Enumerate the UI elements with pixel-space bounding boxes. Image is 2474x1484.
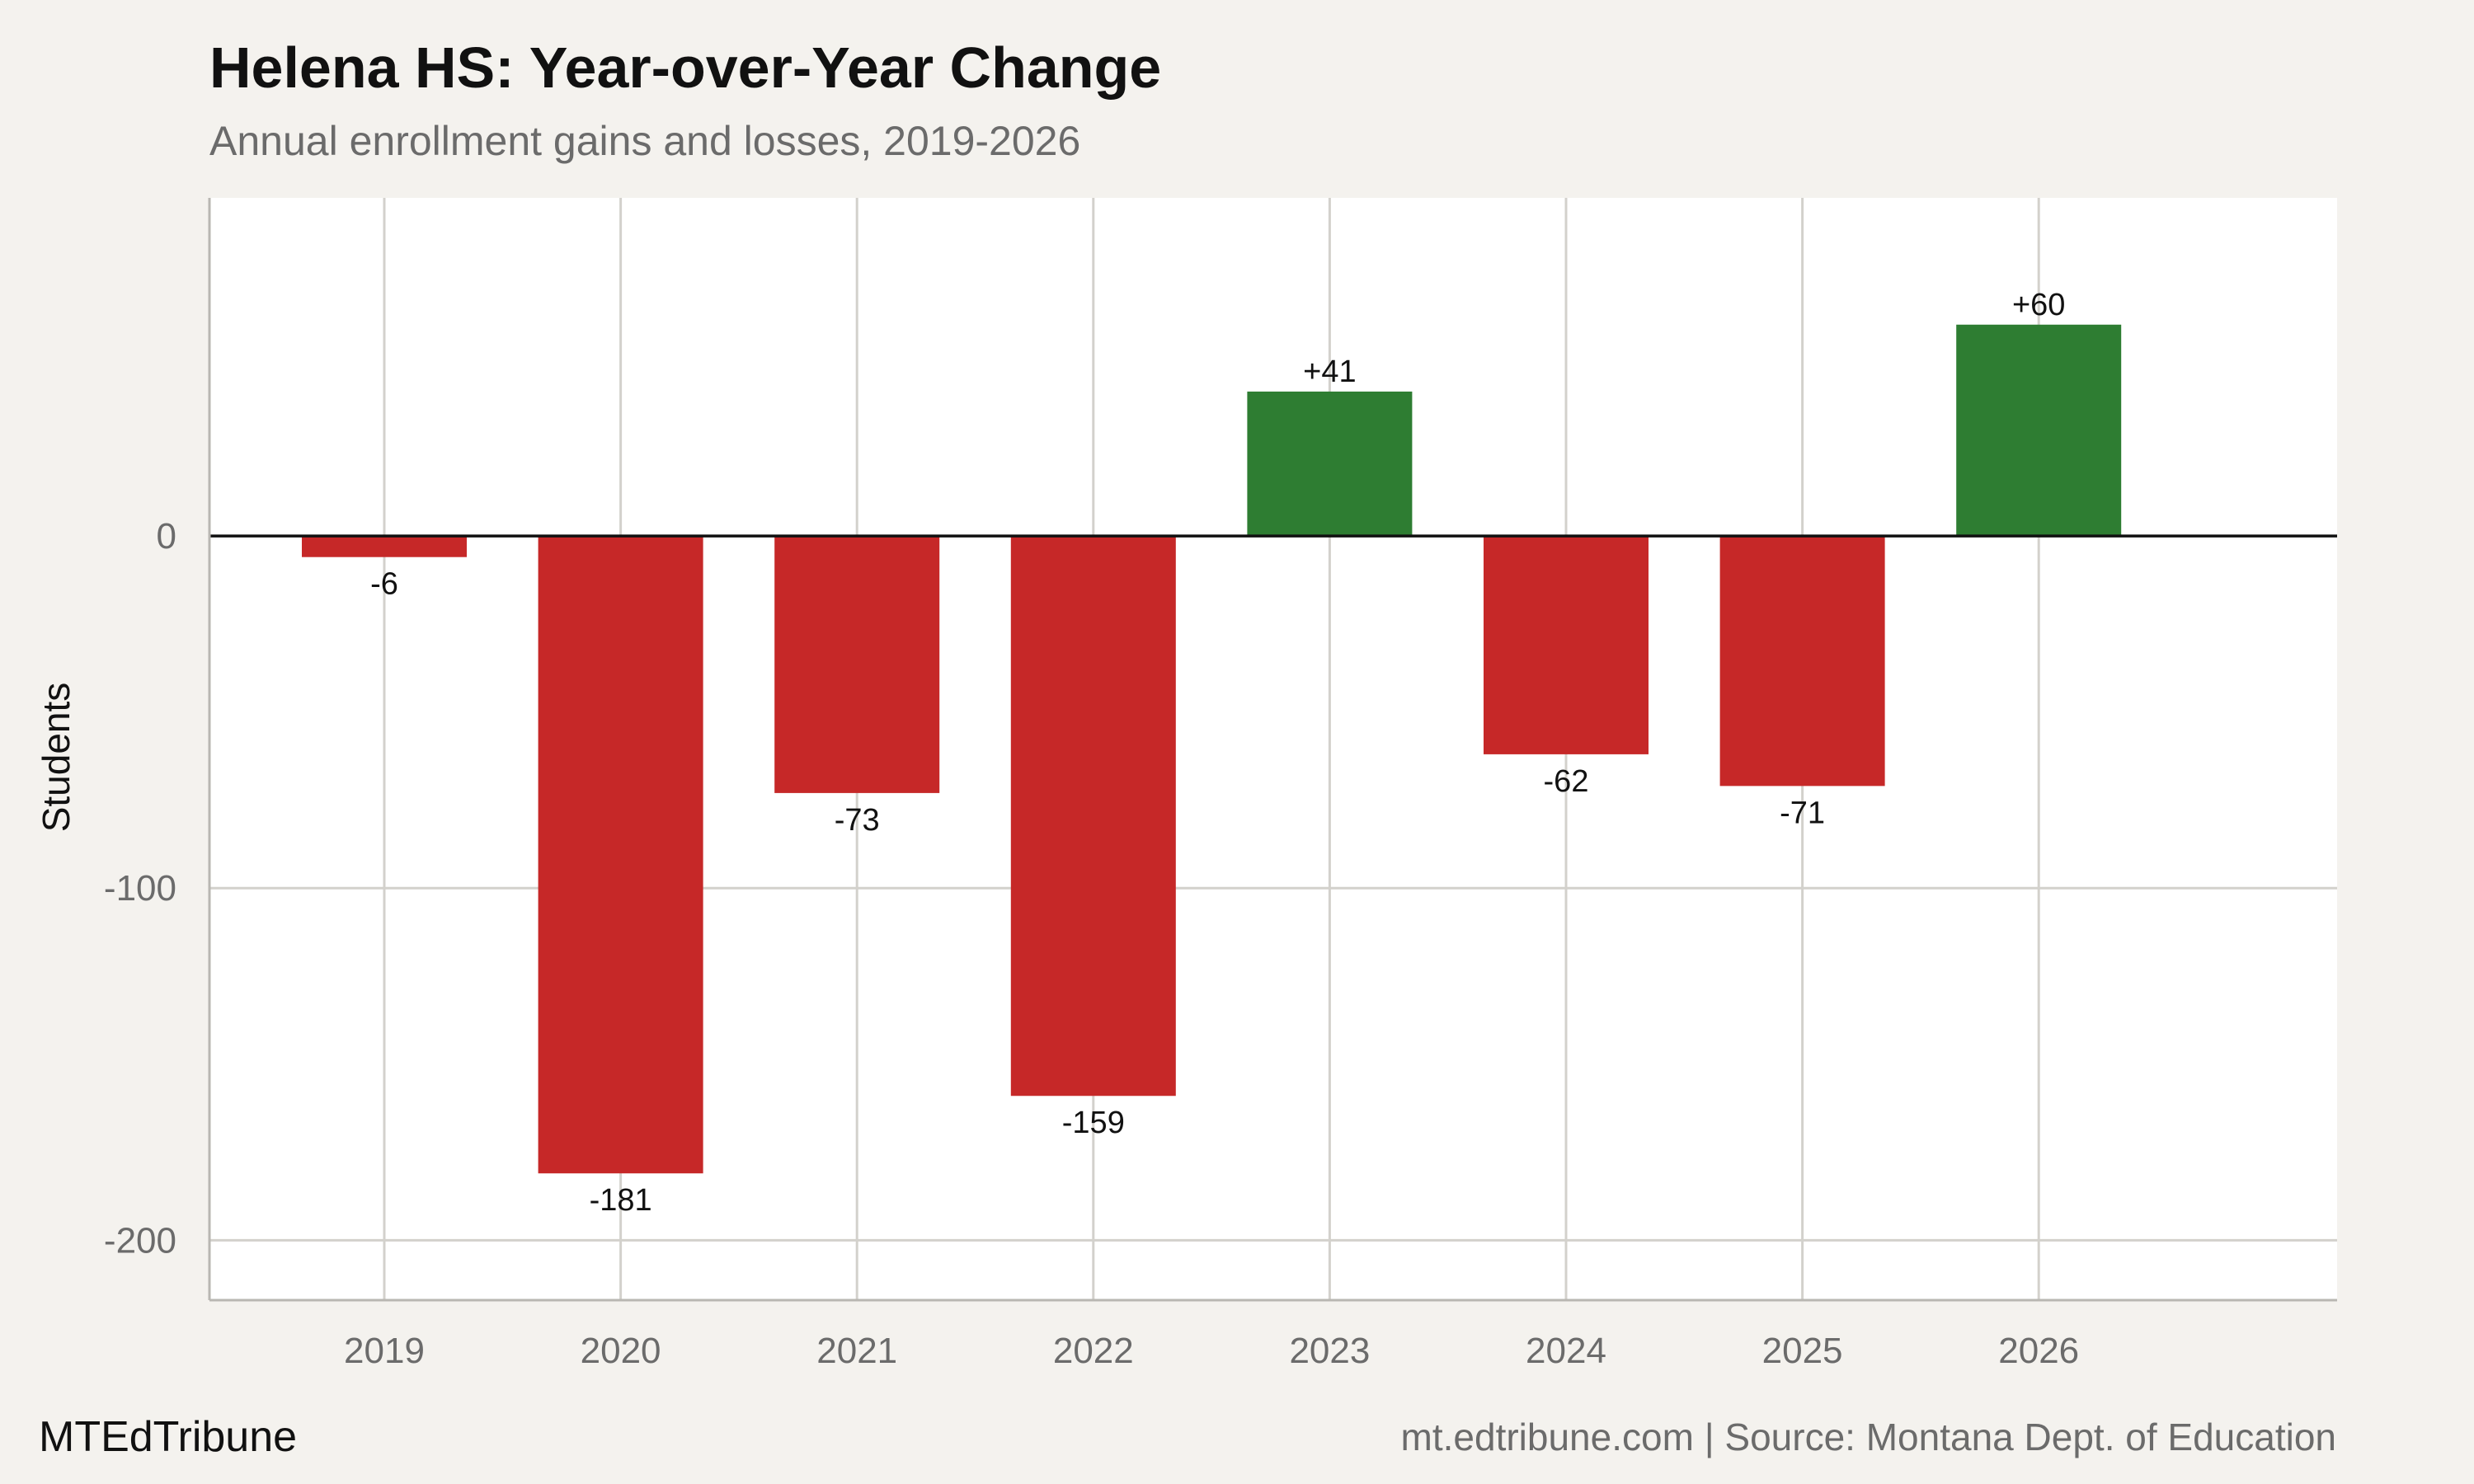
- labels: 0 -100 -200 2019 2020 2021 2022 2023 2024 2025 202…: [35, 288, 2079, 1371]
- bar-2021: [774, 536, 940, 793]
- data-label: -159: [1062, 1106, 1125, 1140]
- data-label: -181: [590, 1183, 652, 1218]
- x-tick-label: 2025: [1762, 1331, 1843, 1371]
- data-label: -73: [835, 803, 880, 838]
- chart-subtitle: Annual enrollment gains and losses, 2019…: [209, 118, 1081, 164]
- y-tick-label: -200: [104, 1220, 176, 1261]
- x-tick-label: 2021: [816, 1331, 897, 1371]
- y-tick-label: -100: [104, 868, 176, 909]
- x-tick-label: 2024: [1526, 1331, 1606, 1371]
- x-tick-label: 2020: [581, 1331, 661, 1371]
- bar-2023: [1247, 391, 1413, 537]
- chart-title: Helena HS: Year-over-Year Change: [209, 35, 1162, 100]
- data-label: -6: [370, 567, 398, 602]
- x-tick-label: 2023: [1289, 1331, 1370, 1371]
- x-tick-label: 2019: [344, 1331, 425, 1371]
- footer-source: mt.edtribune.com | Source: Montana Dept.…: [1400, 1416, 2336, 1458]
- y-axis-title: Students: [35, 683, 78, 833]
- x-tick-label: 2026: [1998, 1331, 2079, 1371]
- axes: [208, 198, 2337, 1302]
- bar-2020: [538, 536, 703, 1174]
- data-label: -62: [1544, 764, 1589, 799]
- x-tick-label: 2022: [1053, 1331, 1134, 1371]
- bar-2024: [1484, 536, 1649, 754]
- data-label: -71: [1780, 796, 1825, 830]
- y-tick-label: 0: [157, 516, 176, 556]
- data-label: +41: [1303, 355, 1356, 389]
- footer-brand: MTEdTribune: [39, 1413, 298, 1461]
- bars: [302, 324, 2122, 1174]
- data-label: +60: [2012, 288, 2065, 322]
- bar-2019: [302, 536, 467, 557]
- bar-2022: [1010, 536, 1176, 1097]
- bar-2025: [1719, 536, 1885, 787]
- bar-2026: [1956, 324, 2122, 537]
